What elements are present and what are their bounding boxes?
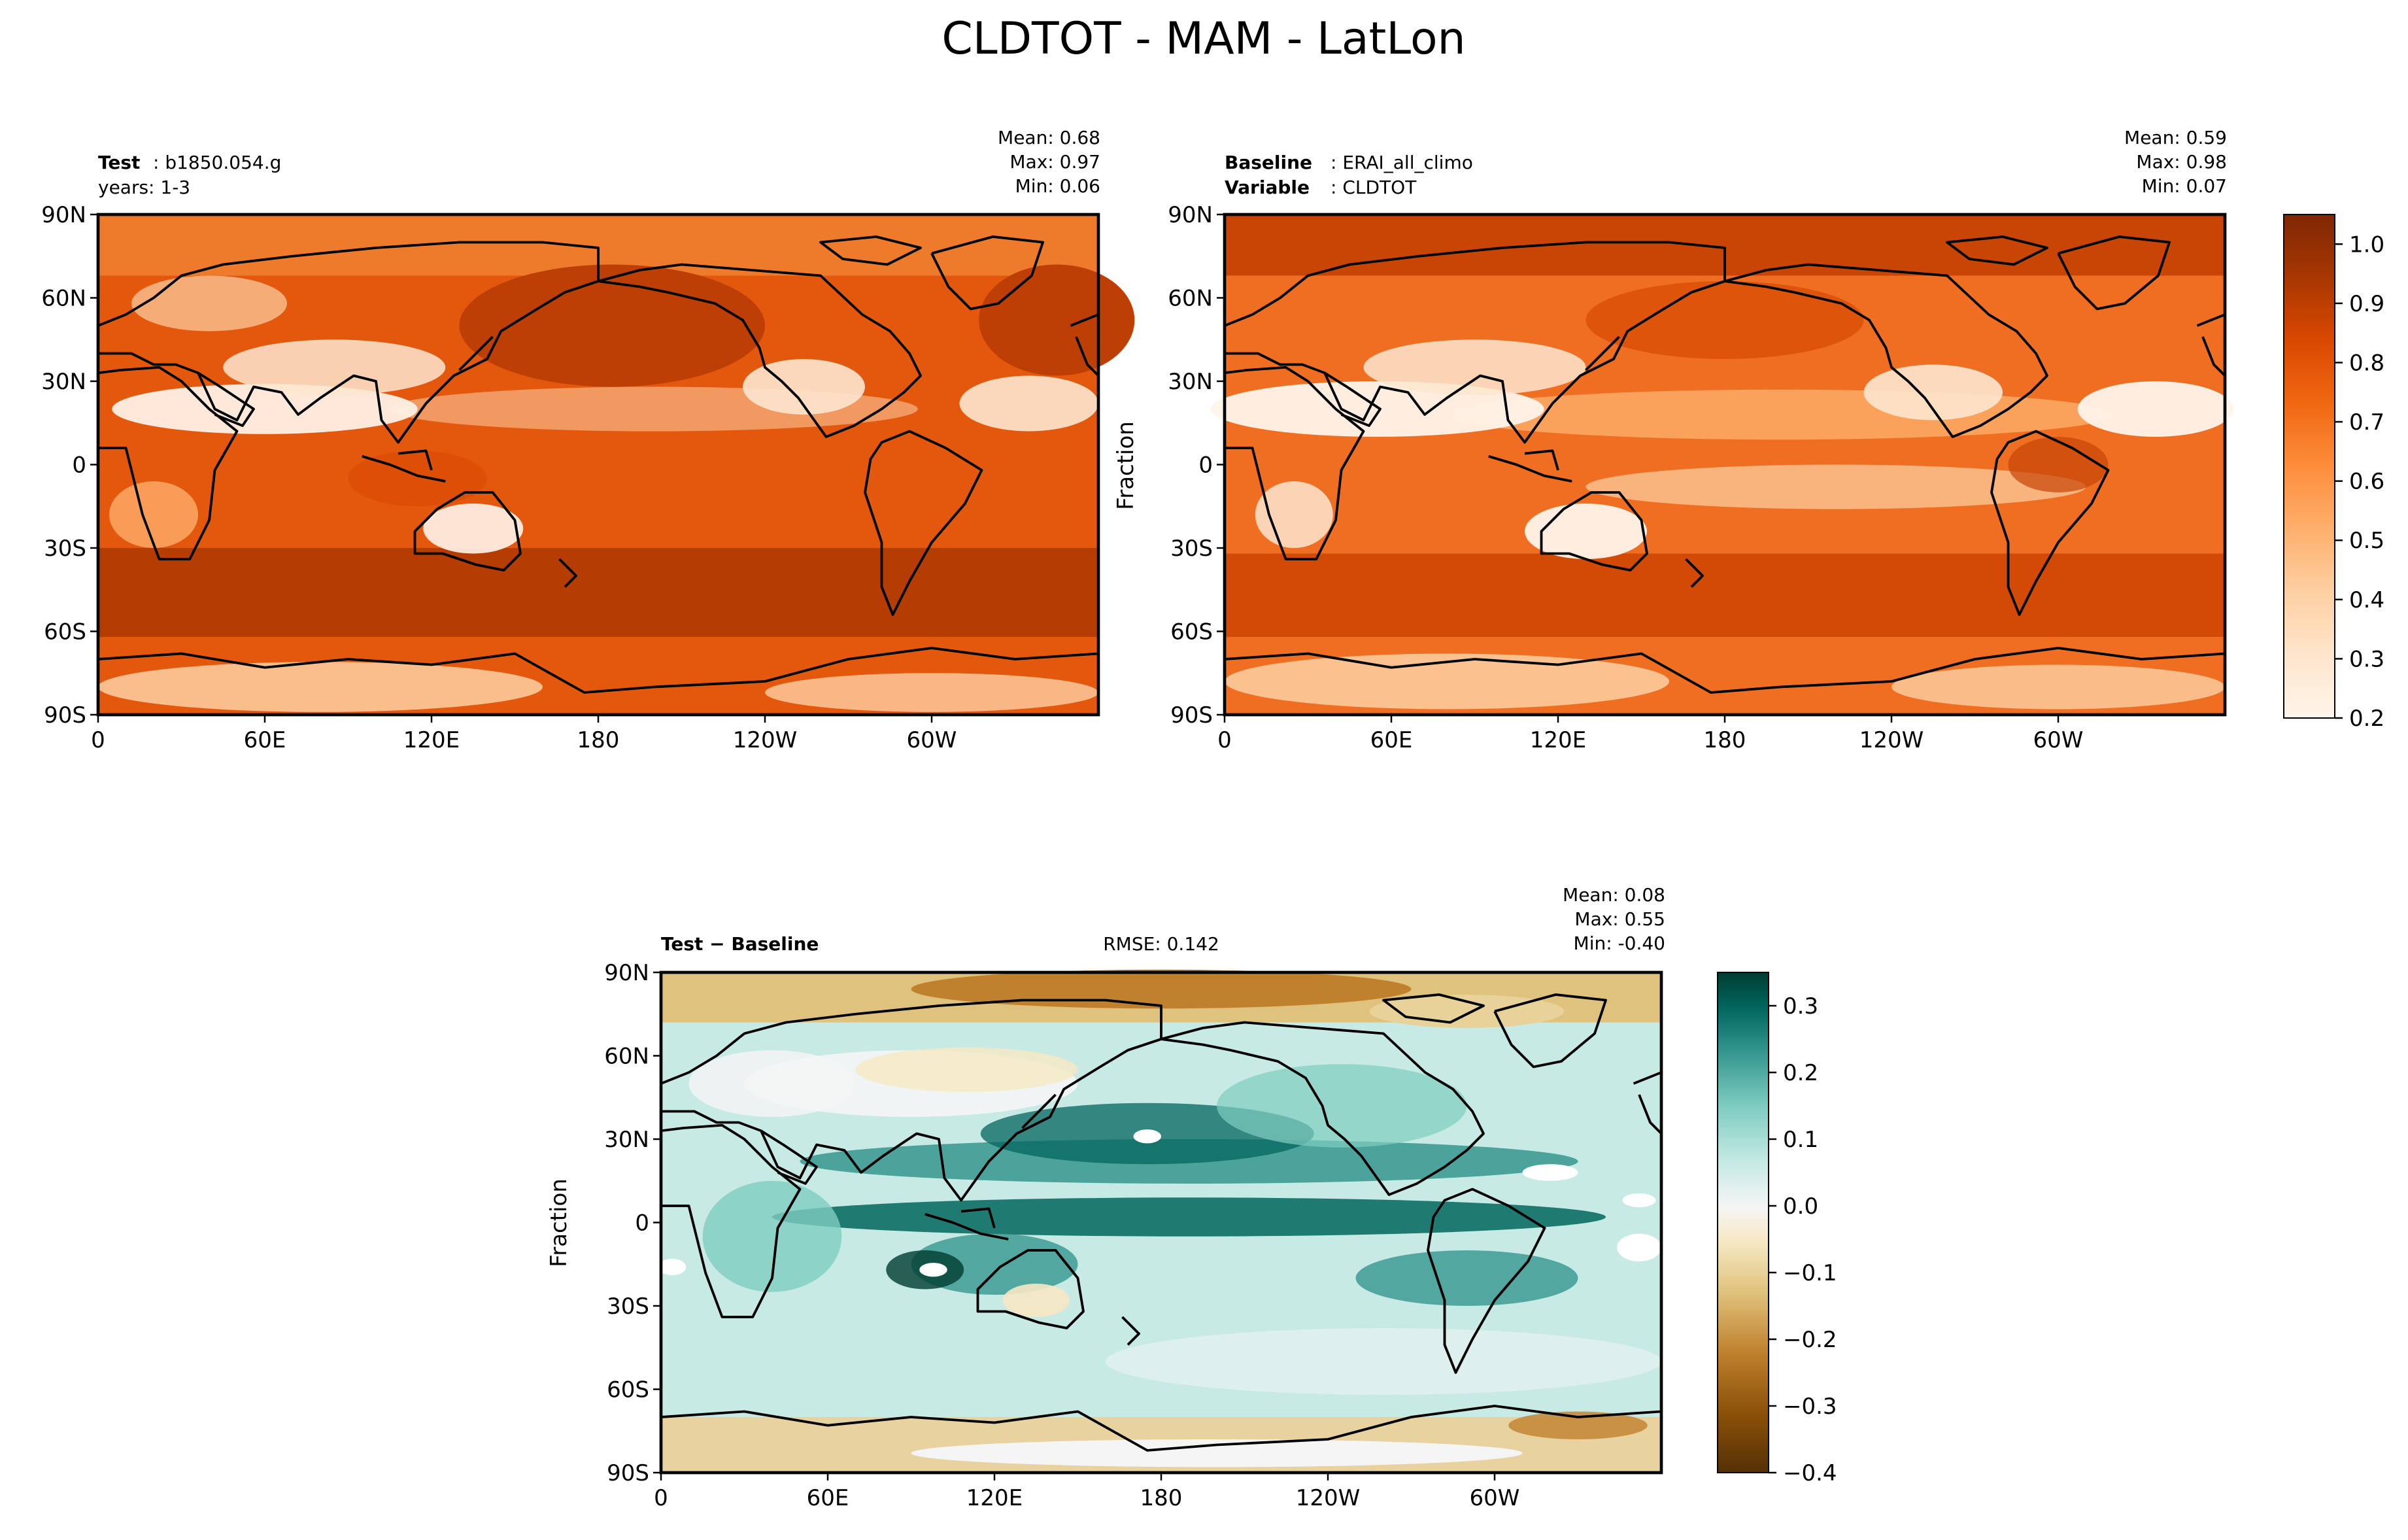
baseline-colorbar-tick-label: 0.8 (2349, 350, 2384, 376)
baseline-colorbar-tick-label: 1.0 (2349, 231, 2384, 258)
diff-colorbar-tick-label: −0.3 (1783, 1394, 1837, 1420)
test-ytick-label: 30S (44, 536, 86, 562)
test-stat-mean: Mean: 0.68 (998, 127, 1100, 148)
baseline-xtick-label: 60E (1370, 727, 1413, 753)
diff-stat-min: Min: -0.40 (1574, 933, 1665, 954)
test-ytick-label: 60S (44, 619, 86, 645)
baseline-xtick-label: 120E (1530, 727, 1586, 753)
baseline-ylabel: Fraction (1113, 421, 1139, 510)
baseline-ytick-label: 90N (1168, 202, 1213, 228)
test-label-value: : b1850.054.g (153, 152, 281, 173)
test-xtick-label: 180 (577, 727, 620, 753)
baseline-stat-max: Max: 0.98 (2136, 151, 2227, 173)
diff-ytick-label: 90S (607, 1460, 649, 1486)
diff-ytick-label: 60S (607, 1377, 649, 1403)
baseline-xtick-label: 0 (1217, 727, 1232, 753)
baseline-ytick-label: 60S (1170, 619, 1213, 645)
test-xtick-label: 120E (403, 727, 460, 753)
baseline-colorbar-tick-label: 0.4 (2349, 587, 2384, 613)
diff-colorbar-tick-label: 0.1 (1783, 1127, 1818, 1153)
diff-colorbar-ticks: 0.3 0.2 0.1 0.0 −0.1 −0.2 −0.3 −0.4 (1769, 993, 1837, 1486)
test-ytick-label: 90S (44, 702, 86, 728)
test-xtick-label: 60W (907, 727, 957, 753)
baseline-map (1210, 213, 2233, 717)
diff-ytick-label: 60N (604, 1044, 649, 1070)
diff-colorbar-tick-label: −0.4 (1783, 1460, 1837, 1486)
diff-rmse: RMSE: 0.142 (1103, 933, 1219, 955)
baseline-ytick-label: 0 (1198, 453, 1213, 479)
diff-map (658, 969, 1663, 1475)
baseline-xtick-label: 120W (1859, 727, 1924, 753)
baseline-colorbar-tick-label: 0.9 (2349, 291, 2384, 317)
diff-ytick-label: 30N (604, 1127, 649, 1153)
baseline-ytick-label: 90S (1170, 702, 1213, 728)
baseline-colorbar (2283, 214, 2335, 719)
test-ytick-label: 0 (72, 453, 86, 479)
test-xtick-label: 0 (91, 727, 105, 753)
test-ytick-label: 90N (41, 202, 86, 228)
baseline-variable-value: : CLDTOT (1331, 177, 1417, 198)
baseline-colorbar-tick-label: 0.3 (2349, 646, 2384, 672)
diff-xtick-label: 60E (807, 1485, 849, 1511)
test-axes: 0 60E 120E 180 120W 60W 90N 60N 30N 0 30S 60S 90S (41, 202, 957, 753)
baseline-ytick-label: 30N (1168, 369, 1213, 395)
test-years: years: 1-3 (98, 177, 190, 198)
test-panel: Test : b1850.054.g years: 1-3 Mean: 0.68… (41, 127, 1135, 753)
baseline-xtick-label: 60W (2033, 727, 2084, 753)
diff-ytick-label: 90N (604, 960, 649, 986)
diff-colorbar-tick-label: −0.2 (1783, 1327, 1837, 1353)
diff-colorbar-tick-label: −0.1 (1783, 1260, 1837, 1286)
baseline-stat-mean: Mean: 0.59 (2124, 127, 2227, 148)
test-stat-min: Min: 0.06 (1015, 175, 1100, 197)
figure-title: CLDTOT - MAM - LatLon (941, 13, 1465, 65)
baseline-panel: Baseline : ERAI_all_climo Variable : CLD… (1113, 127, 2384, 753)
diff-label: Test − Baseline (661, 933, 819, 955)
diff-panel: Test − Baseline RMSE: 0.142 Mean: 0.08 M… (546, 884, 1837, 1511)
diff-colorbar-tick-label: 0.3 (1783, 993, 1818, 1019)
diff-xtick-label: 0 (654, 1485, 668, 1511)
diff-colorbar (1717, 972, 1769, 1473)
diff-ylabel: Fraction (546, 1178, 572, 1267)
test-ytick-label: 60N (41, 286, 86, 312)
baseline-axes: 0 60E 120E 180 120W 60W 90N 60N 30N 0 30S 60S 90S (1168, 202, 2083, 753)
baseline-xtick-label: 180 (1704, 727, 1746, 753)
baseline-label-bold: Baseline (1225, 152, 1312, 173)
baseline-colorbar-tick-label: 0.5 (2349, 528, 2384, 554)
test-stat-max: Max: 0.97 (1009, 151, 1100, 173)
diff-xtick-label: 60W (1470, 1485, 1520, 1511)
test-ytick-label: 30N (41, 369, 86, 395)
diff-xtick-label: 120W (1296, 1485, 1361, 1511)
baseline-colorbar-tick-label: 0.2 (2349, 706, 2384, 732)
test-xtick-label: 60E (244, 727, 286, 753)
test-label-bold: Test (98, 152, 140, 173)
diff-axes: 0 60E 120E 180 120W 60W 90N 60N 30N 0 30S 60S 90S (604, 960, 1519, 1511)
diff-colorbar-tick-label: 0.2 (1783, 1060, 1818, 1086)
baseline-stat-min: Min: 0.07 (2142, 175, 2227, 197)
test-xtick-label: 120W (733, 727, 798, 753)
baseline-colorbar-tick-label: 0.6 (2349, 469, 2384, 495)
diff-xtick-label: 180 (1140, 1485, 1183, 1511)
baseline-label-value: : ERAI_all_climo (1331, 152, 1473, 173)
diff-colorbar-tick-label: 0.0 (1783, 1193, 1818, 1220)
diff-ytick-label: 0 (635, 1210, 649, 1237)
baseline-ytick-label: 60N (1168, 286, 1213, 312)
baseline-variable-bold: Variable (1225, 177, 1310, 198)
diff-stat-mean: Mean: 0.08 (1563, 884, 1665, 906)
diff-ytick-label: 30S (607, 1293, 649, 1320)
test-map (96, 213, 1135, 717)
baseline-colorbar-tick-label: 0.7 (2349, 409, 2384, 436)
baseline-colorbar-ticks: 1.0 0.9 0.8 0.7 0.6 0.5 0.4 0.3 0.2 (2335, 231, 2384, 732)
diff-stat-max: Max: 0.55 (1574, 908, 1665, 930)
baseline-ytick-label: 30S (1170, 536, 1213, 562)
diff-xtick-label: 120E (966, 1485, 1023, 1511)
